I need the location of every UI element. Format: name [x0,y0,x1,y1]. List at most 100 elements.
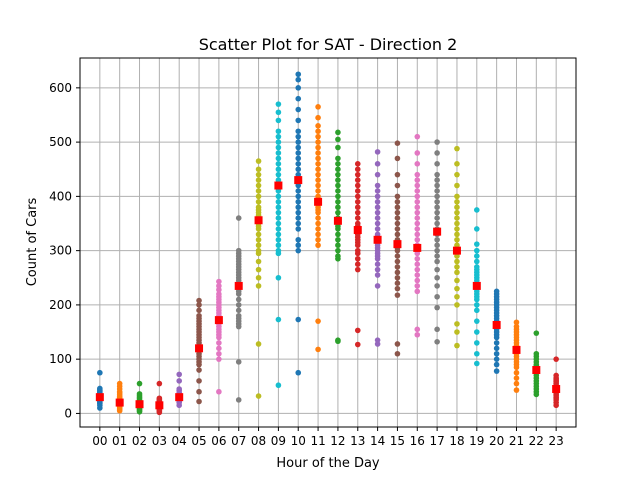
mean-marker [393,240,402,249]
data-point [374,193,381,200]
data-point [335,171,341,178]
data-point [414,231,421,238]
x-tick-label: 06 [211,434,226,448]
data-point [196,297,202,304]
data-point [414,226,421,232]
data-point [315,236,321,243]
data-point [275,204,282,211]
mean-marker [552,385,561,394]
mean-marker [353,226,362,235]
data-point [434,150,440,156]
data-point [394,140,401,146]
data-point [474,253,480,259]
x-tick-label: 21 [509,434,524,448]
data-point [196,307,202,314]
data-point [255,193,262,200]
data-point [354,209,361,216]
data-point [275,177,282,183]
data-point [414,288,421,295]
x-tick-label: 08 [251,434,266,448]
data-point [315,133,321,140]
data-point [315,144,321,151]
data-point [553,372,559,379]
data-point [394,280,401,286]
data-point [414,261,421,268]
data-point [295,95,302,102]
data-point [394,258,401,265]
data-point [335,236,341,243]
data-point [196,367,202,373]
data-point [394,182,401,189]
data-point [335,199,341,205]
x-tick-label: 23 [549,434,564,448]
data-point [434,236,440,243]
data-point [454,220,460,227]
data-point [275,199,282,205]
data-point [335,136,341,143]
data-point [454,342,460,349]
data-point [434,182,440,189]
data-point [454,236,460,243]
data-point [295,209,302,216]
data-point [255,188,262,194]
data-point [394,155,401,162]
data-point [315,166,321,173]
data-point [295,106,302,113]
data-point [176,378,182,384]
x-tick-label: 11 [310,434,325,448]
data-point [434,139,440,145]
data-point [315,242,321,249]
data-point [374,220,381,227]
data-point [275,215,282,221]
data-point [474,302,480,308]
data-point [454,182,460,189]
data-point [434,274,440,281]
data-point [354,199,361,205]
data-point [354,220,361,227]
data-point [295,155,302,162]
data-point [315,114,321,121]
data-point [474,207,480,213]
data-point [434,177,440,183]
data-point [374,283,381,289]
mean-marker [433,227,442,236]
mean-marker [492,320,501,329]
data-point [533,350,540,357]
data-point [275,220,282,227]
data-point [275,231,282,238]
y-tick-label: 600 [49,81,72,95]
data-point [255,199,262,205]
data-point [414,133,421,140]
data-point [434,220,440,227]
data-point [513,323,520,330]
data-point [295,215,302,221]
data-point [136,391,143,397]
data-point [255,158,262,164]
data-point [335,337,341,343]
data-point [315,215,321,221]
data-point [335,209,341,216]
data-point [414,150,421,156]
data-point [216,283,222,289]
data-point [513,387,520,393]
mean-marker [195,344,204,353]
data-point [414,193,421,200]
data-point [315,231,321,238]
data-point [374,182,381,189]
data-point [394,226,401,232]
x-tick-label: 20 [489,434,504,448]
data-point [295,188,302,194]
mean-marker [314,197,323,206]
data-point [295,199,302,205]
data-point [493,350,500,357]
data-point [335,242,341,249]
data-point [474,350,480,357]
data-point [354,177,361,183]
data-point [275,171,282,178]
y-tick-label: 200 [49,298,72,312]
data-point [295,85,302,91]
data-point [315,318,321,324]
y-tick-label: 0 [64,406,72,420]
data-point [176,386,182,392]
